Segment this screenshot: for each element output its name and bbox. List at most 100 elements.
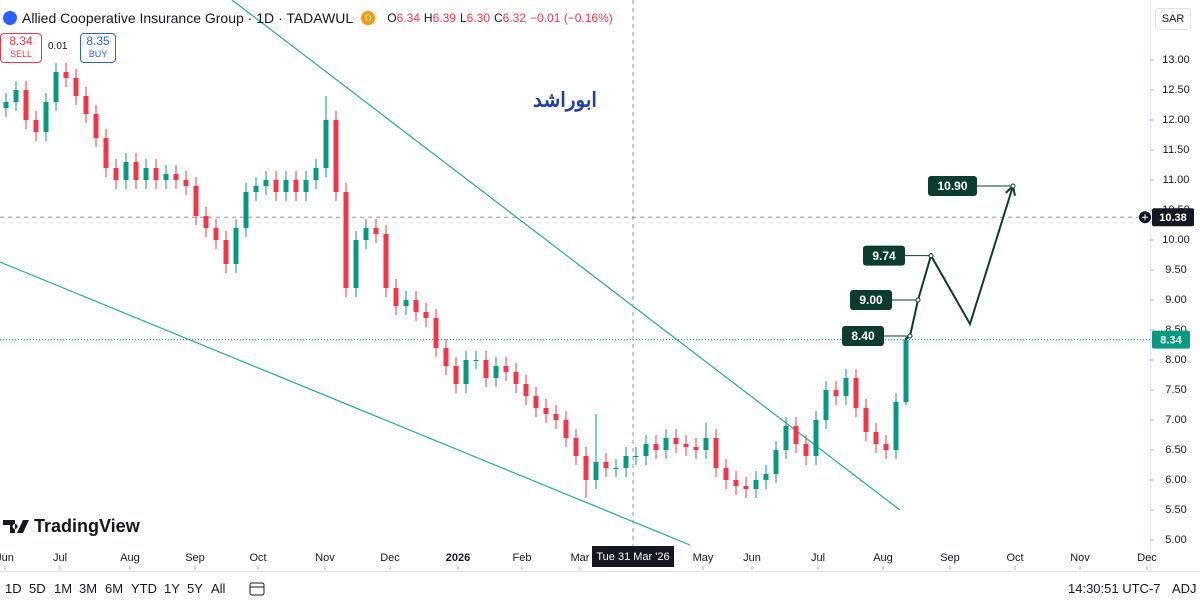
x-tick-label: Jun xyxy=(0,552,14,564)
range-button[interactable]: 5D xyxy=(29,581,46,596)
candle-body xyxy=(83,96,89,114)
y-tick-label: 5.00 xyxy=(1165,534,1186,546)
candle-body xyxy=(113,168,119,180)
sell-price: 8.34 xyxy=(9,34,33,48)
x-tick-label: 2026 xyxy=(446,552,470,564)
buy-button[interactable]: 8.35 BUY xyxy=(80,33,116,63)
candle-body xyxy=(263,180,269,186)
candle-body xyxy=(883,444,889,450)
candle-body xyxy=(553,414,559,420)
candle-body xyxy=(773,450,779,474)
candle-body xyxy=(903,339,909,402)
add-alert-plus xyxy=(1142,214,1148,221)
candle-body xyxy=(663,438,669,450)
range-button[interactable]: 3M xyxy=(79,581,98,596)
candle-body xyxy=(643,444,649,456)
spread: 0.01 xyxy=(48,41,68,52)
trend-line xyxy=(231,0,901,511)
buy-price: 8.35 xyxy=(86,34,110,48)
candle-body xyxy=(173,174,179,180)
candle-body xyxy=(213,228,219,240)
projection-label-box xyxy=(863,245,905,266)
range-button[interactable]: 1D xyxy=(5,581,22,596)
y-tick-label: 8.00 xyxy=(1165,354,1186,366)
last-price-label: 8.34 xyxy=(1160,335,1182,347)
projection-label: 9.00 xyxy=(859,293,883,307)
change: −0.01 (−0.16%) xyxy=(530,11,613,25)
projection-label: 9.74 xyxy=(872,249,896,263)
candle-body xyxy=(13,90,19,102)
crosshair-label-box xyxy=(592,546,674,567)
candle-body xyxy=(393,288,399,306)
candle-body xyxy=(33,120,39,132)
candle-body xyxy=(633,456,639,457)
range-button[interactable]: 5Y xyxy=(187,581,203,596)
trend-line xyxy=(0,261,691,546)
candle-body xyxy=(293,180,299,192)
sell-button[interactable]: 8.34 SELL xyxy=(0,33,42,63)
y-tick-label: 7.50 xyxy=(1165,384,1186,396)
candle-body xyxy=(283,180,289,192)
projection-label: 10.90 xyxy=(937,179,967,193)
y-tick-label: 9.50 xyxy=(1165,264,1186,276)
last-price-label-box xyxy=(1152,330,1190,349)
price-line-label: 10.38 xyxy=(1159,212,1187,224)
candle-body xyxy=(73,78,79,96)
ohlc-value: 6.34 xyxy=(396,11,420,25)
candle-body xyxy=(453,366,459,384)
candle-body xyxy=(543,408,549,414)
header: Allied Cooperative Insurance Group · 1D … xyxy=(0,8,613,28)
symbol-icon xyxy=(3,11,17,25)
range-button[interactable]: All xyxy=(211,581,226,596)
candle-body xyxy=(753,480,759,489)
candle-body xyxy=(103,138,109,168)
y-tick-label: 7.00 xyxy=(1165,414,1186,426)
symbol-icon-circle xyxy=(3,11,17,25)
candle-body xyxy=(183,180,189,186)
candle-body xyxy=(703,438,709,450)
candle-body xyxy=(253,186,259,192)
calendar-icon[interactable] xyxy=(248,579,266,597)
watermark: ابوراشد xyxy=(533,89,597,112)
candle-body xyxy=(233,228,239,264)
ohlc-key: H xyxy=(423,11,433,25)
candle-body xyxy=(123,162,129,180)
crosshair-label: Tue 31 Mar '26 xyxy=(596,551,669,563)
candle-body xyxy=(693,447,699,450)
x-tick-label: Mar xyxy=(571,552,590,564)
symbol-title[interactable]: Allied Cooperative Insurance Group · 1D … xyxy=(22,10,354,26)
candle-body xyxy=(153,168,159,180)
candle-body xyxy=(163,174,169,180)
logo-icon xyxy=(3,520,29,533)
candle-body xyxy=(763,474,769,480)
candle-body xyxy=(743,486,749,489)
x-tick-label: Dec xyxy=(1137,552,1157,564)
x-tick-label: Sep xyxy=(185,552,205,564)
range-button[interactable]: YTD xyxy=(131,581,157,596)
candle-body xyxy=(823,390,829,420)
projection-path xyxy=(904,185,1014,341)
candle-body xyxy=(733,480,739,486)
currency[interactable]: SAR xyxy=(1155,8,1191,30)
y-tick-label: 12.50 xyxy=(1162,84,1190,96)
candle-body xyxy=(313,168,319,180)
candle-body xyxy=(513,372,519,384)
x-tick-label: Jun xyxy=(743,552,761,564)
range-button[interactable]: 6M xyxy=(105,581,124,596)
candle-body xyxy=(523,384,529,396)
x-tick-label: Jul xyxy=(811,552,825,564)
candle-body xyxy=(863,408,869,432)
range-button[interactable]: 1M xyxy=(54,581,73,596)
x-tick-label: Oct xyxy=(249,552,266,564)
toolbar: 14:30:51 UTC-7 ADJ 1D 5D 1M 3M 6M YTD 1Y 5Y All xyxy=(0,571,1200,604)
candle-body xyxy=(623,456,629,468)
candle-body xyxy=(493,366,499,378)
candle-body xyxy=(793,426,799,444)
adj[interactable]: ADJ xyxy=(1172,581,1197,596)
range-button[interactable]: 1Y xyxy=(164,581,180,596)
x-tick-label: Aug xyxy=(120,552,140,564)
candle-body xyxy=(143,168,149,180)
candle-body xyxy=(383,234,389,288)
buy-label: BUY xyxy=(88,49,108,59)
